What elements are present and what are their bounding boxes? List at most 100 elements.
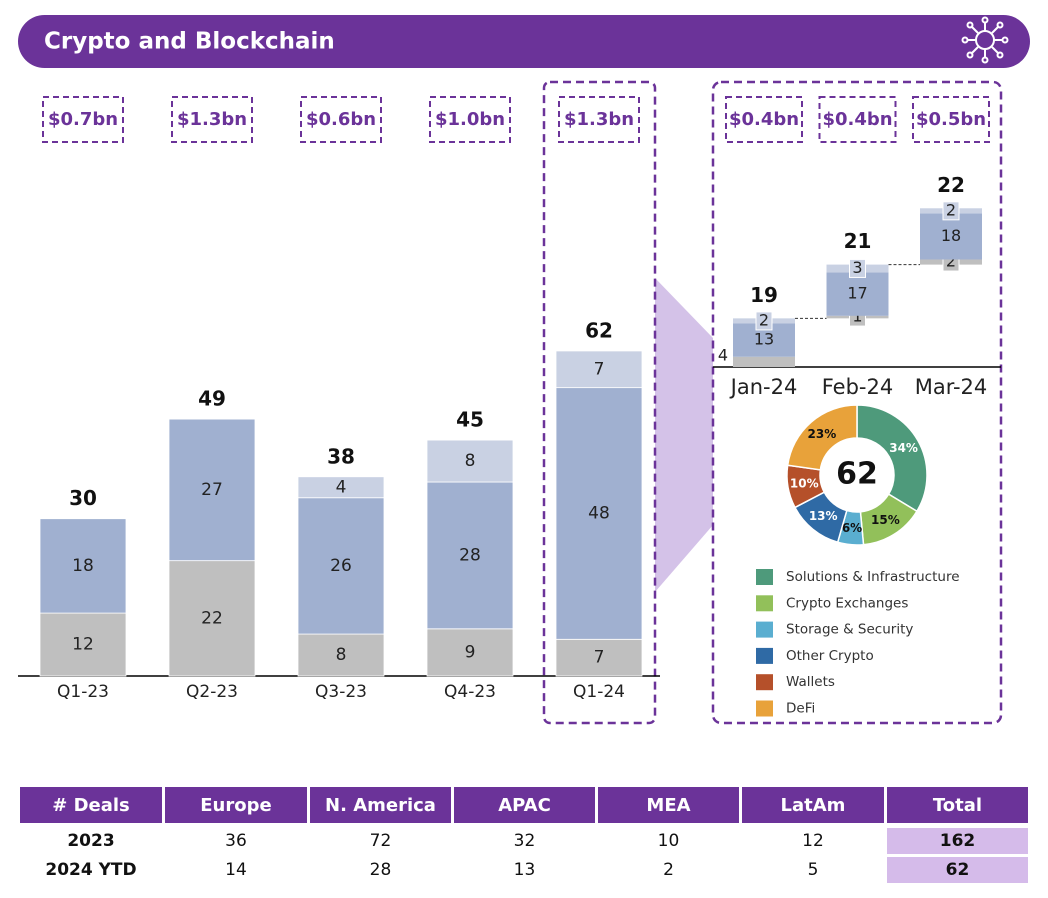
legend-swatch (756, 621, 773, 638)
table-total-cell (887, 857, 1028, 883)
table-cell: 10 (658, 831, 680, 851)
zoom-connector (655, 278, 713, 592)
funding-label: $1.3bn (564, 109, 634, 130)
funding-box (171, 96, 253, 143)
table-header-label: Total (933, 795, 982, 816)
funding-box (42, 96, 124, 143)
funding-label: $1.0bn (435, 109, 505, 130)
table-header-cell (887, 787, 1028, 823)
table-cell: 162 (940, 831, 976, 851)
segment-label: 18 (941, 226, 961, 245)
table-cell: 5 (808, 860, 819, 880)
total-label: 38 (327, 444, 355, 468)
x-tick-label: Feb-24 (822, 375, 893, 399)
x-tick-label: Q3-23 (315, 682, 367, 702)
table-header-label: # Deals (52, 795, 130, 816)
table-cell: 13 (514, 860, 536, 880)
table-header-label: LatAm (781, 795, 846, 816)
bar-segment (297, 497, 385, 635)
header-bar (18, 15, 1030, 68)
segment-label: 22 (201, 608, 223, 628)
table-cell: 32 (514, 831, 536, 851)
bar-segment (297, 633, 385, 677)
bar-segment (920, 213, 982, 260)
total-label: 45 (456, 408, 484, 432)
table-cell: 28 (370, 860, 392, 880)
segment-label: 17 (847, 284, 867, 303)
funding-box (300, 96, 382, 143)
table-cell: 14 (225, 860, 247, 880)
legend-label: Crypto Exchanges (786, 595, 908, 611)
table-header-label: MEA (646, 795, 690, 816)
page-title: Crypto and Blockchain (44, 29, 335, 55)
table-cell: 2 (663, 860, 674, 880)
table-cell: 12 (802, 831, 824, 851)
total-label: 30 (69, 486, 97, 510)
bar-segment (426, 481, 514, 630)
funding-label: $0.7bn (48, 109, 118, 130)
total-label: 49 (198, 387, 226, 411)
segment-label: 27 (201, 480, 223, 500)
table-header-cell (598, 787, 739, 823)
segment-label: 3 (852, 258, 862, 277)
x-tick-label: Q1-23 (57, 682, 109, 702)
funding-label: $0.5bn (916, 109, 986, 130)
bar-segment (426, 628, 514, 677)
slice-label: 13% (809, 509, 838, 523)
segment-label: 18 (72, 556, 94, 576)
label-bg (942, 201, 960, 221)
slice-label: 34% (889, 441, 918, 455)
table-cell: 36 (225, 831, 247, 851)
table-header-cell (454, 787, 595, 823)
table-header-label: APAC (498, 795, 551, 816)
segment-label: 7 (594, 359, 605, 379)
segment-label: 8 (465, 451, 476, 471)
legend-swatch (756, 647, 773, 664)
x-tick-label: Q1-24 (573, 682, 625, 702)
x-tick-label: Mar-24 (915, 375, 988, 399)
table-header-label: N. America (325, 795, 436, 816)
total-label: 19 (750, 283, 778, 307)
total-label: 22 (937, 173, 965, 197)
segment-label: 2 (946, 200, 956, 219)
table-cell: 2024 YTD (45, 860, 136, 880)
bar-segment (555, 387, 643, 640)
funding-label: $1.3bn (177, 109, 247, 130)
table-header-label: Europe (200, 795, 271, 816)
table-cell: 72 (370, 831, 392, 851)
legend-swatch (756, 674, 773, 691)
donut-slice (786, 404, 858, 471)
funding-label: $0.4bn (729, 109, 799, 130)
donut-center-label: 62 (836, 457, 878, 492)
label-bg (849, 258, 866, 278)
segment-label: 48 (588, 503, 610, 523)
legend-label: Wallets (786, 674, 835, 690)
segment-label: 13 (754, 330, 774, 349)
legend-swatch (756, 569, 773, 585)
table-total-cell (887, 828, 1028, 854)
bar-segment (168, 418, 256, 562)
segment-label: 4 (718, 345, 728, 364)
table-header-cell (742, 787, 884, 823)
table-header-cell (310, 787, 451, 823)
bar-segment (39, 518, 127, 614)
slice-label: 6% (842, 521, 862, 535)
slice-label: 10% (790, 477, 819, 491)
legend-swatch (756, 595, 773, 612)
slice-label: 23% (808, 427, 837, 441)
total-label: 21 (844, 229, 872, 253)
funding-label: $0.6bn (306, 109, 376, 130)
x-tick-label: Q2-23 (186, 682, 238, 702)
donut-slice (856, 404, 928, 513)
segment-label: 4 (336, 477, 347, 497)
bar-segment (39, 612, 127, 677)
funding-box (429, 96, 511, 143)
bar-segment (555, 638, 643, 677)
label-bg (755, 311, 773, 331)
x-tick-label: Jan-24 (729, 375, 798, 399)
bar-segment (733, 356, 795, 367)
highlight-frame (542, 80, 657, 725)
segment-label: 2 (946, 252, 956, 271)
total-label: 62 (585, 318, 613, 342)
legend-swatch (756, 700, 773, 717)
